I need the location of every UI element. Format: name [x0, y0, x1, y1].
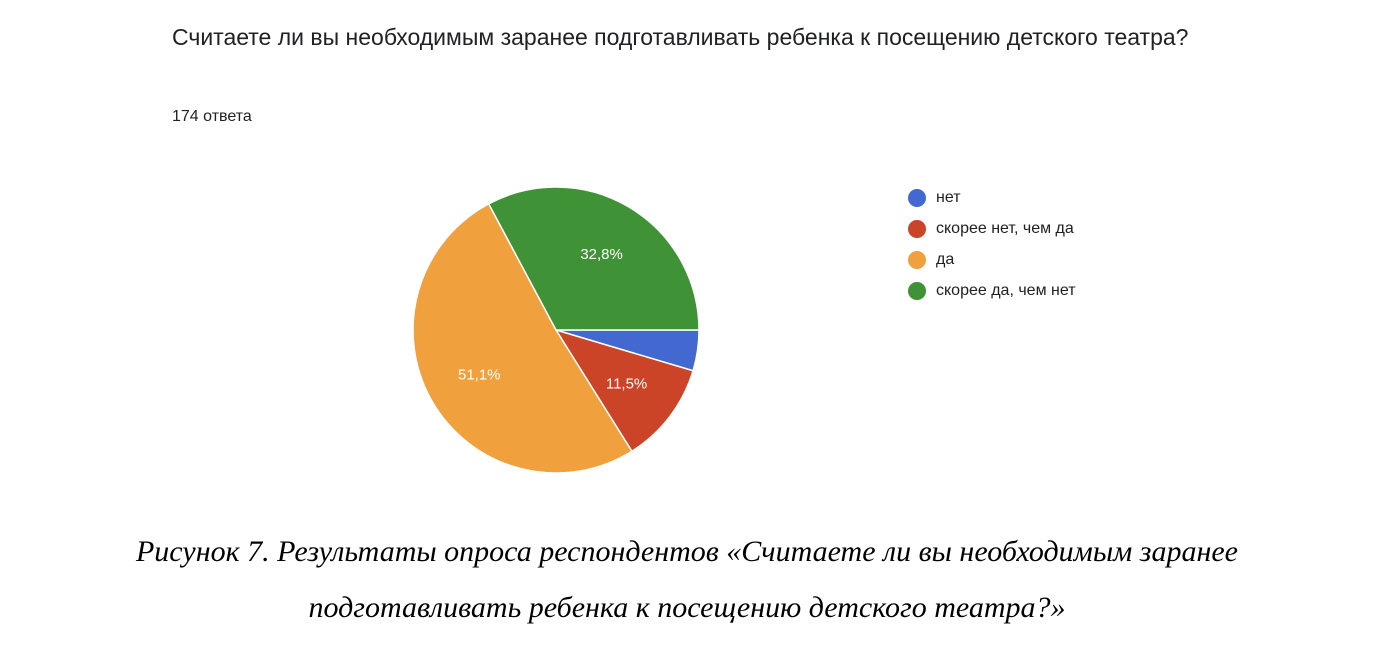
- legend-item-rather-yes[interactable]: скорее да, чем нет: [908, 275, 1076, 306]
- figure-caption-line-2: подготавливать ребенка к посещению детск…: [308, 591, 1066, 624]
- pie-slice-da-label: 51,1%: [458, 366, 501, 383]
- legend-swatch-rather-yes: [908, 281, 926, 300]
- pie-chart: 11,5% 51,1% 32,8%: [412, 186, 700, 474]
- legend-item-rather-no[interactable]: скорее нет, чем да: [908, 213, 1076, 244]
- legend-label-net: нет: [936, 188, 961, 206]
- figure-caption: Рисунок 7. Результаты опроса респонденто…: [0, 524, 1374, 636]
- legend-label-rather-yes: скорее да, чем нет: [936, 281, 1076, 299]
- legend-swatch-rather-no: [908, 219, 926, 238]
- legend-swatch-da: [908, 250, 926, 269]
- legend-swatch-net: [908, 188, 926, 207]
- chart-title: Считаете ли вы необходимым заранее подго…: [172, 24, 1189, 50]
- pie-slice-rather-no-label: 11,5%: [606, 376, 647, 393]
- figure-caption-line-1: Рисунок 7. Результаты опроса респонденто…: [135, 535, 1239, 568]
- pie-slice-rather-yes-label: 32,8%: [580, 246, 623, 263]
- legend-item-net[interactable]: нет: [908, 182, 1076, 213]
- legend-item-da[interactable]: да: [908, 244, 1076, 275]
- response-count: 174 ответа: [172, 108, 252, 125]
- chart-legend: нет скорее нет, чем да да скорее да, чем…: [908, 182, 1076, 306]
- legend-label-rather-no: скорее нет, чем да: [936, 219, 1074, 237]
- pie-slice-rather-yes[interactable]: [487, 186, 700, 331]
- legend-label-da: да: [936, 250, 955, 268]
- pie-slice-da[interactable]: [412, 202, 633, 474]
- pie-slice-rather-no[interactable]: [554, 328, 695, 453]
